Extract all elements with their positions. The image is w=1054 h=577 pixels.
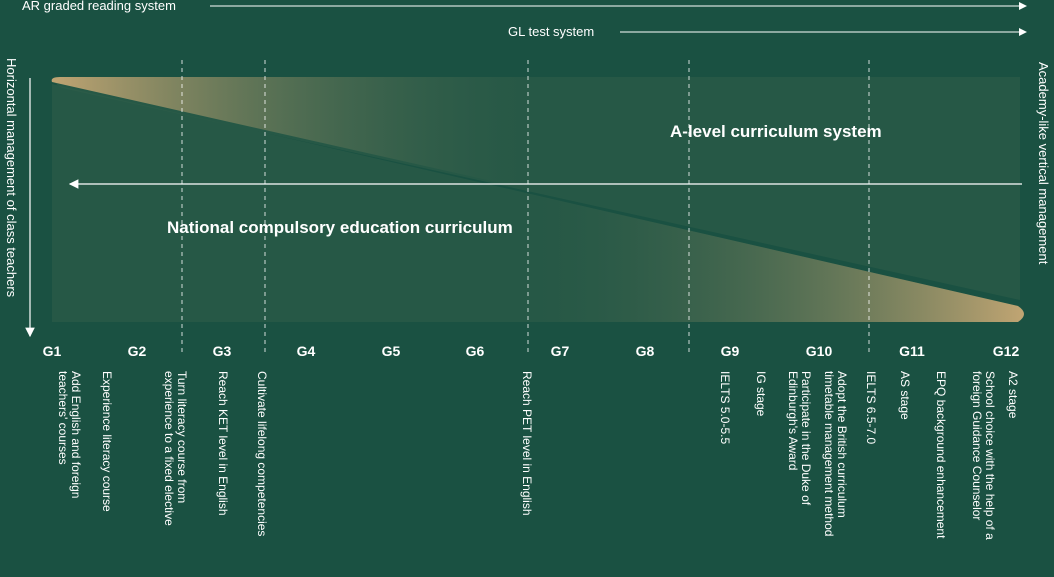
note-g11b: EPQ background enhancement bbox=[934, 371, 948, 539]
a-level-label: A-level curriculum system bbox=[670, 122, 882, 141]
right-axis-label: Academy-like vertical management bbox=[1036, 62, 1051, 265]
note-g12: School choice with the help of a foreign… bbox=[970, 371, 997, 540]
grade-g9: G9 bbox=[720, 343, 740, 359]
note-g9b: IG stage bbox=[754, 371, 768, 417]
note-g10: Participate in the Duke of Edinburgh's A… bbox=[786, 371, 813, 506]
gl-system-label: GL test system bbox=[508, 24, 595, 39]
note-g2: Experience literacy course bbox=[100, 371, 114, 512]
note-g2b: Turn literacy course from experience to … bbox=[162, 371, 189, 526]
grade-g1: G1 bbox=[42, 343, 62, 359]
grade-g2: G2 bbox=[127, 343, 147, 359]
note-g9: IELTS 5.0-5.5 bbox=[718, 371, 732, 445]
note-g10b: Adopt the British curriculum timetable m… bbox=[822, 371, 849, 537]
grade-g5: G5 bbox=[381, 343, 401, 359]
grade-g8: G8 bbox=[635, 343, 655, 359]
grade-g11: G11 bbox=[899, 343, 925, 359]
note-g3: Reach KET level in English bbox=[216, 371, 230, 516]
grade-g7: G7 bbox=[550, 343, 570, 359]
note-g12b: A2 stage bbox=[1006, 371, 1020, 419]
note-g1: Add English and foreign teachers' course… bbox=[56, 371, 83, 499]
grade-g6: G6 bbox=[465, 343, 485, 359]
left-axis-label: Horizontal management of class teachers bbox=[4, 58, 19, 298]
grade-g10: G10 bbox=[805, 343, 833, 359]
note-g6: Reach PET level in English bbox=[520, 371, 534, 516]
grade-g4: G4 bbox=[296, 343, 316, 359]
grade-g12: G12 bbox=[992, 343, 1020, 359]
national-label: National compulsory education curriculum bbox=[167, 218, 513, 237]
ar-system-label: AR graded reading system bbox=[22, 0, 176, 13]
note-g11: AS stage bbox=[898, 371, 912, 420]
grade-g3: G3 bbox=[212, 343, 232, 359]
note-g3b: Cultivate lifelong competencies bbox=[255, 371, 269, 537]
note-g10c: IELTS 6.5-7.0 bbox=[864, 371, 878, 445]
